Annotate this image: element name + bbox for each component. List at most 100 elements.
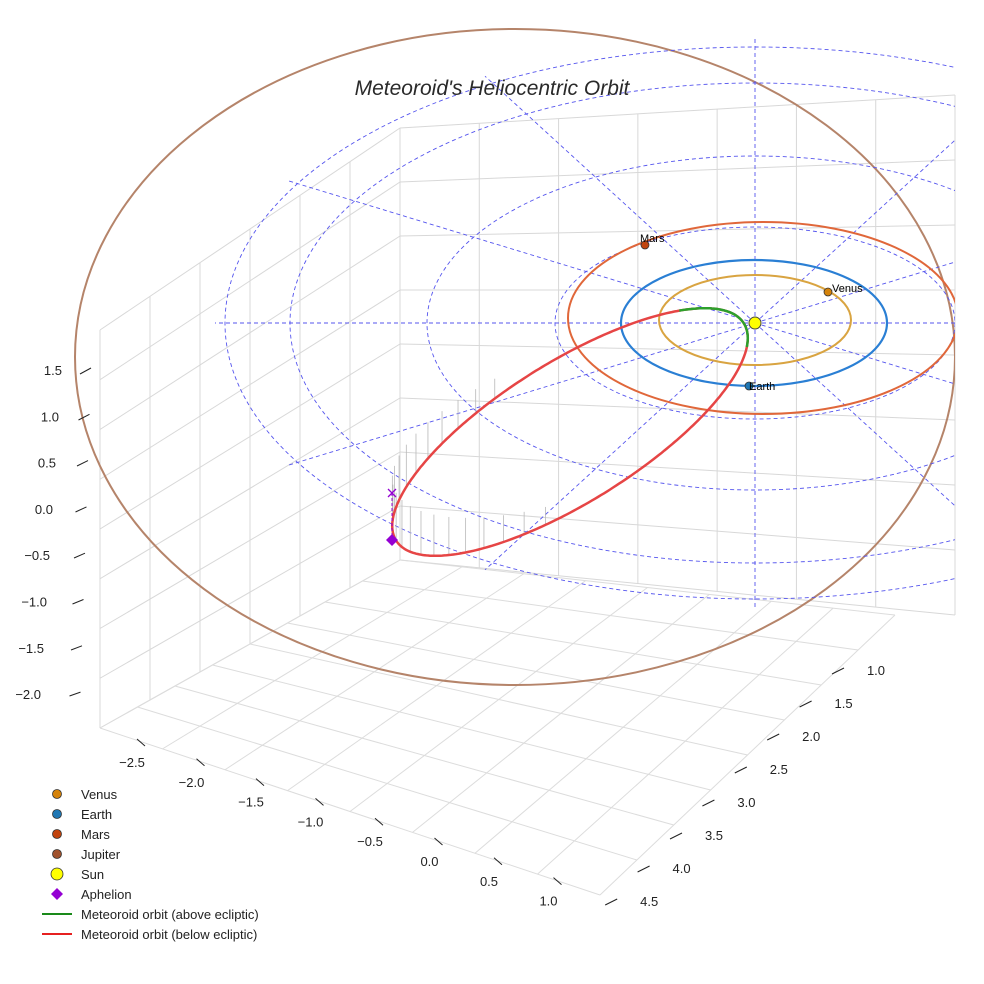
y-tick-label: 3.0 — [737, 795, 755, 810]
y-tick-label: 3.5 — [705, 828, 723, 843]
z-tick-label: −2.0 — [15, 687, 41, 702]
mars-marker — [640, 240, 650, 250]
grid-line — [99, 343, 401, 530]
x-tick-mark — [255, 778, 265, 786]
legend-label: Earth — [81, 807, 112, 822]
grid-line — [99, 397, 401, 580]
jupiter-orbit — [74, 28, 955, 686]
ecliptic-spoke — [754, 322, 955, 507]
grid-line — [287, 580, 586, 792]
ecliptic-spoke — [484, 322, 756, 571]
axis-ticks: 1.5 1.0 0.5 0.0 −0.5 −1.0 −1.5 −2.0 −2.5 −2.0 −1.5… — [15, 363, 885, 909]
grid-line — [599, 614, 896, 896]
plot-content: Venus Earth Mars — [74, 28, 955, 686]
projection-stems — [391, 378, 546, 556]
x-tick-mark — [553, 877, 562, 885]
jupiter-orbit-line — [74, 28, 955, 686]
aphelion-projection-marker — [387, 488, 397, 498]
ecliptic-spoke — [754, 139, 955, 324]
grid-line — [399, 559, 956, 616]
mars-label: Mars — [640, 233, 665, 245]
z-tick-label: 0.5 — [38, 456, 56, 471]
grid-line — [99, 235, 401, 430]
legend-sun-marker — [50, 867, 64, 881]
x-tick-label: −1.0 — [298, 814, 324, 829]
x-tick-label: 1.0 — [539, 894, 557, 909]
x-tick-mark — [196, 758, 205, 767]
y-tick-mark — [669, 832, 683, 840]
x-tick-mark — [374, 817, 384, 826]
venus-marker — [823, 287, 833, 297]
z-tick-mark — [69, 691, 81, 697]
legend-label: Mars — [81, 827, 110, 842]
z-tick-mark — [73, 552, 86, 559]
chart-title: Meteoroid's Heliocentric Orbit — [355, 77, 631, 100]
y-tick-mark — [831, 667, 845, 675]
legend-jupiter-marker — [52, 849, 62, 859]
x-tick-mark — [315, 798, 324, 806]
legend-label: Meteoroid orbit (above ecliptic) — [81, 907, 259, 922]
y-tick-label: 1.0 — [867, 663, 885, 678]
y-tick-label: 4.5 — [640, 894, 658, 909]
x-tick-label: −0.5 — [357, 834, 383, 849]
earth-label: Earth — [749, 381, 775, 393]
legend: Venus Earth Mars Jupiter Sun Aphelion Meteoroi… — [42, 787, 259, 942]
ecliptic-spoke — [484, 75, 756, 324]
ecliptic-spoke — [287, 322, 756, 466]
ecliptic-grid — [215, 38, 955, 608]
x-tick-mark — [136, 738, 146, 747]
z-tick-label: 0.0 — [35, 502, 53, 517]
venus-label: Venus — [832, 283, 863, 295]
y-tick-label: 2.0 — [802, 729, 820, 744]
x-tick-label: 0.0 — [420, 854, 438, 869]
grid-line — [99, 559, 401, 729]
grid-line — [537, 607, 834, 875]
z-tick-label: −0.5 — [24, 548, 50, 563]
ecliptic-spoke — [287, 180, 756, 324]
z-tick-mark — [78, 413, 90, 421]
z-tick-mark — [79, 367, 92, 375]
planet-orbits — [567, 221, 955, 415]
legend-aphelion-marker — [51, 888, 63, 900]
sun-marker — [748, 316, 762, 330]
grid-line — [399, 159, 956, 183]
y-tick-label: 1.5 — [835, 696, 853, 711]
legend-venus-marker — [52, 789, 62, 799]
aphelion-marker — [386, 534, 398, 546]
x-tick-label: −2.0 — [179, 775, 205, 790]
earth-marker — [744, 381, 754, 391]
z-tick-label: 1.5 — [44, 363, 62, 378]
grid-line — [399, 451, 956, 486]
y-tick-mark — [702, 799, 715, 807]
y-tick-mark — [766, 733, 780, 741]
legend-mars-marker — [52, 829, 62, 839]
grid-line — [399, 343, 956, 356]
mars-orbit — [567, 221, 955, 415]
y-tick-mark — [637, 865, 650, 873]
bodies: Venus Earth Mars — [386, 233, 863, 546]
y-tick-label: 2.5 — [770, 762, 788, 777]
axes-panes — [99, 94, 956, 896]
y-tick-mark — [734, 766, 748, 774]
legend-label: Sun — [81, 867, 104, 882]
earth-orbit — [619, 258, 889, 388]
venus-orbit — [658, 274, 852, 366]
z-tick-label: −1.5 — [18, 641, 44, 656]
z-tick-mark — [75, 506, 87, 513]
z-tick-mark — [72, 599, 84, 605]
grid-line — [399, 224, 956, 237]
grid-line — [162, 566, 463, 750]
grid-line — [412, 593, 710, 833]
y-tick-label: 4.0 — [673, 861, 691, 876]
grid-line — [399, 94, 956, 129]
grid-line — [349, 587, 648, 812]
x-tick-mark — [434, 837, 443, 846]
x-tick-label: 0.5 — [480, 874, 498, 889]
grid-line — [99, 127, 401, 331]
grid-line — [224, 573, 525, 771]
z-tick-mark — [76, 460, 89, 467]
grid-line — [99, 181, 401, 381]
z-tick-mark — [70, 645, 83, 651]
grid-line — [399, 505, 956, 551]
grid-line — [474, 600, 772, 854]
